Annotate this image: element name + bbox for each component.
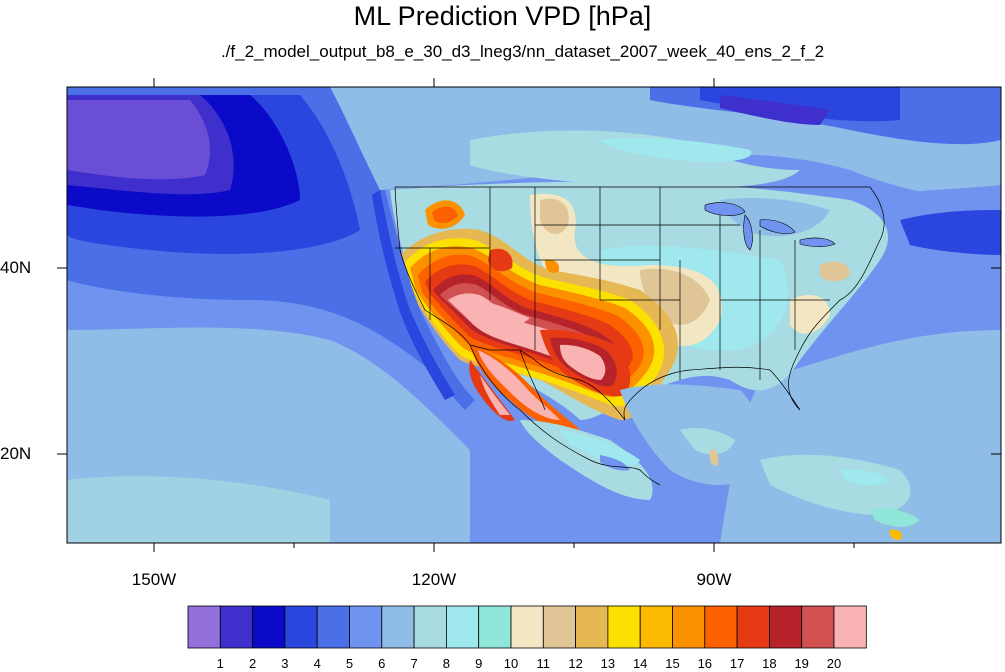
colorbar-label: 4 bbox=[313, 656, 321, 671]
colorbar-swatch bbox=[833, 605, 867, 649]
colorbar-swatch bbox=[575, 605, 609, 649]
colorbar-swatch bbox=[769, 605, 803, 649]
colorbar-label: 5 bbox=[345, 656, 354, 671]
colorbar-swatch bbox=[801, 605, 835, 649]
colorbar-swatch bbox=[704, 605, 738, 649]
colorbar-label: 10 bbox=[503, 656, 519, 671]
colorbar-swatch bbox=[252, 605, 286, 649]
colorbar-swatch bbox=[542, 605, 576, 649]
lon-label-120w: 120W bbox=[411, 570, 457, 589]
plot-title: ML Prediction VPD [hPa] bbox=[353, 1, 652, 31]
colorbar-label: 9 bbox=[475, 656, 483, 671]
colorbar-swatch bbox=[284, 605, 318, 649]
colorbar bbox=[187, 605, 867, 649]
colorbar-label: 20 bbox=[826, 656, 842, 671]
lat-label-40n: 40N bbox=[0, 258, 32, 277]
colorbar-swatch bbox=[672, 605, 706, 649]
colorbar-swatch bbox=[639, 605, 673, 649]
great-lakes bbox=[704, 202, 836, 251]
colorbar-label: 3 bbox=[281, 656, 289, 671]
colorbar-swatch bbox=[445, 605, 480, 649]
colorbar-label: 12 bbox=[568, 656, 583, 671]
colorbar-label: 15 bbox=[665, 656, 680, 671]
vpd-field bbox=[67, 87, 1001, 543]
colorbar-label: 6 bbox=[378, 656, 386, 671]
colorbar-label: 19 bbox=[794, 656, 809, 671]
lon-label-150w: 150W bbox=[131, 570, 177, 589]
colorbar-label: 8 bbox=[442, 656, 450, 671]
lon-label-90w: 90W bbox=[696, 570, 732, 589]
colorbar-label: 17 bbox=[729, 656, 745, 671]
colorbar-swatch bbox=[187, 605, 221, 649]
colorbar-label: 18 bbox=[762, 656, 777, 671]
colorbar-label: 13 bbox=[600, 656, 616, 671]
lat-label-20n: 20N bbox=[0, 444, 32, 463]
colorbar-swatch bbox=[510, 605, 544, 649]
colorbar-swatch bbox=[349, 605, 383, 649]
colorbar-label: 1 bbox=[216, 656, 224, 671]
colorbar-swatch bbox=[381, 605, 415, 649]
colorbar-label: 16 bbox=[697, 656, 713, 671]
colorbar-label: 2 bbox=[248, 656, 257, 671]
colorbar-label: 7 bbox=[410, 656, 418, 671]
colorbar-label: 14 bbox=[632, 656, 648, 671]
colorbar-swatch bbox=[478, 605, 512, 649]
plot-subtitle: ./f_2_model_output_b8_e_30_d3_lneg3/nn_d… bbox=[220, 42, 825, 61]
colorbar-label: 11 bbox=[536, 656, 551, 671]
country-borders bbox=[394, 186, 885, 486]
colorbar-swatch bbox=[316, 605, 350, 649]
colorbar-swatch bbox=[413, 605, 447, 649]
colorbar-swatch bbox=[219, 605, 254, 649]
colorbar-swatch bbox=[736, 605, 770, 649]
colorbar-swatch bbox=[607, 605, 641, 649]
axis-ticks bbox=[57, 78, 1001, 552]
